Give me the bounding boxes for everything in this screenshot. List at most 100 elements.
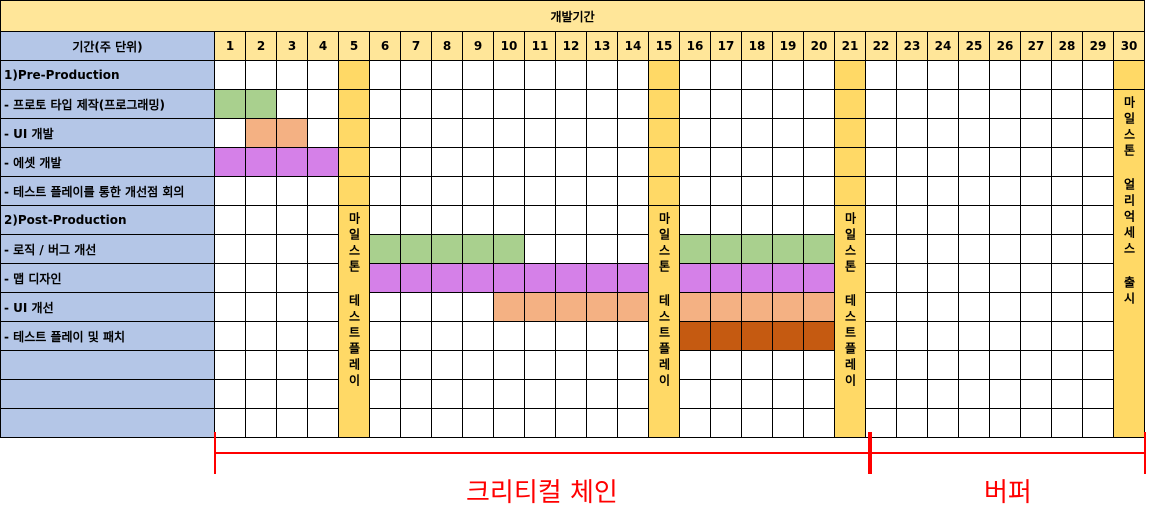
grid-cell — [896, 176, 928, 206]
grid-cell — [1020, 408, 1052, 438]
task-row — [0, 379, 1145, 409]
grid-cell — [400, 350, 432, 380]
week-label: 23 — [896, 31, 928, 61]
grid-cell — [989, 263, 1021, 293]
gantt-bar-cell — [214, 147, 246, 177]
grid-cell — [896, 60, 928, 90]
week-label: 17 — [710, 31, 742, 61]
grid-cell — [927, 89, 959, 119]
grid-cell — [307, 176, 339, 206]
grid-cell — [927, 350, 959, 380]
gantt-bar-cell — [741, 263, 773, 293]
grid-cell — [1082, 234, 1114, 264]
grid-cell — [865, 350, 897, 380]
grid-cell — [741, 89, 773, 119]
gantt-bar-cell — [741, 292, 773, 322]
milestone-column-cell — [834, 60, 866, 90]
milestone-label: 마일스톤 테스트플레이 — [843, 212, 857, 390]
grid-cell — [710, 176, 742, 206]
row-label — [0, 408, 215, 438]
grid-cell — [462, 118, 494, 148]
milestone-column-cell — [648, 60, 680, 90]
gantt-bar-cell — [369, 263, 401, 293]
task-row: - 맵 디자인 — [0, 263, 1145, 293]
grid-cell — [896, 379, 928, 409]
grid-cell — [214, 263, 246, 293]
grid-cell — [865, 321, 897, 351]
grid-cell — [493, 205, 525, 235]
grid-cell — [276, 350, 308, 380]
grid-cell — [276, 89, 308, 119]
grid-cell — [989, 147, 1021, 177]
grid-cell — [493, 118, 525, 148]
grid-cell — [400, 147, 432, 177]
grid-cell — [617, 408, 649, 438]
grid-cell — [369, 118, 401, 148]
week-label: 26 — [989, 31, 1021, 61]
grid-cell — [1051, 60, 1083, 90]
grid-cell — [369, 321, 401, 351]
grid-cell — [307, 350, 339, 380]
grid-cell — [772, 89, 804, 119]
milestone-label-cell: 마일스톤 테스트플레이 — [834, 205, 866, 438]
grid-cell — [431, 408, 463, 438]
grid-cell — [617, 205, 649, 235]
grid-cell — [896, 89, 928, 119]
task-row — [0, 350, 1145, 380]
grid-cell — [431, 379, 463, 409]
week-label: 1 — [214, 31, 246, 61]
task-row: - UI 개발 — [0, 118, 1145, 148]
milestone-label-cell: 마일스톤 테스트플레이 — [648, 205, 680, 438]
week-label: 12 — [555, 31, 587, 61]
grid-cell — [896, 292, 928, 322]
milestone-label: 마일스톤 테스트플레이 — [347, 212, 361, 390]
gantt-bar-cell — [524, 263, 556, 293]
week-label: 16 — [679, 31, 711, 61]
task-row: - 프로토 타입 제작(프로그래밍) 마일스톤 얼리억세스 출시 — [0, 89, 1146, 438]
grid-cell — [462, 89, 494, 119]
grid-cell — [896, 350, 928, 380]
grid-cell — [276, 234, 308, 264]
row-label — [0, 350, 215, 380]
row-label: - UI 개발 — [0, 118, 215, 148]
grid-cell — [214, 292, 246, 322]
gantt-bar-cell — [245, 89, 277, 119]
grid-cell — [679, 118, 711, 148]
grid-cell — [1020, 350, 1052, 380]
grid-cell — [865, 89, 897, 119]
grid-cell — [958, 147, 990, 177]
grid-cell — [586, 379, 618, 409]
grid-cell — [617, 321, 649, 351]
week-label: 8 — [431, 31, 463, 61]
grid-cell — [586, 321, 618, 351]
gantt-bar-cell — [400, 234, 432, 264]
grid-cell — [1020, 379, 1052, 409]
grid-cell — [865, 292, 897, 322]
grid-cell — [1082, 118, 1114, 148]
grid-cell — [524, 147, 556, 177]
grid-cell — [958, 321, 990, 351]
grid-cell — [276, 205, 308, 235]
grid-cell — [1020, 321, 1052, 351]
grid-cell — [245, 350, 277, 380]
week-label: 11 — [524, 31, 556, 61]
gantt-bar-cell — [493, 292, 525, 322]
gantt-bar-cell — [617, 292, 649, 322]
grid-cell — [493, 408, 525, 438]
grid-cell — [989, 118, 1021, 148]
grid-cell — [679, 408, 711, 438]
grid-cell — [617, 118, 649, 148]
grid-cell — [307, 263, 339, 293]
grid-cell — [1082, 60, 1114, 90]
grid-cell — [617, 350, 649, 380]
grid-cell — [462, 408, 494, 438]
week-label: 28 — [1051, 31, 1083, 61]
grid-cell — [927, 176, 959, 206]
grid-cell — [586, 60, 618, 90]
grid-cell — [276, 379, 308, 409]
grid-cell — [307, 89, 339, 119]
grid-cell — [400, 408, 432, 438]
grid-cell — [772, 408, 804, 438]
grid-cell — [369, 89, 401, 119]
grid-cell — [803, 205, 835, 235]
